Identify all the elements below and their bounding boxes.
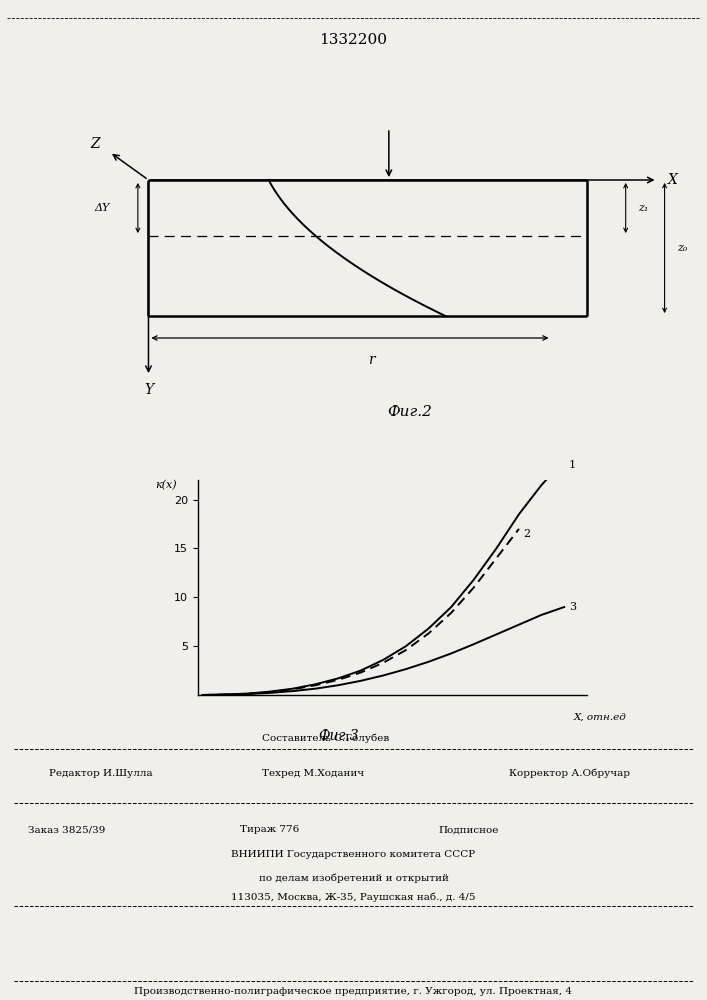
- Text: z₁: z₁: [638, 203, 649, 213]
- Text: 1: 1: [568, 460, 575, 470]
- Text: по делам изобретений и открытий: по делам изобретений и открытий: [259, 874, 448, 883]
- Text: Фиг.3: Фиг.3: [318, 729, 358, 743]
- Text: Y: Y: [144, 383, 153, 397]
- Text: Составитель С.Голубев: Составитель С.Голубев: [262, 733, 389, 743]
- Text: 113035, Москва, Ж-35, Раушская наб., д. 4/5: 113035, Москва, Ж-35, Раушская наб., д. …: [231, 893, 476, 902]
- Text: X, отн.ед: X, отн.ед: [574, 713, 627, 722]
- Text: ВНИИПИ Государственного комитета СССР: ВНИИПИ Государственного комитета СССР: [231, 850, 476, 859]
- Text: r: r: [368, 353, 375, 367]
- Text: Фиг.2: Фиг.2: [387, 405, 433, 419]
- Text: X: X: [668, 173, 678, 187]
- Text: z₀: z₀: [677, 243, 688, 253]
- Text: к(х): к(х): [156, 479, 177, 490]
- Text: Производственно-полиграфическое предприятие, г. Ужгород, ул. Проектная, 4: Производственно-полиграфическое предприя…: [134, 987, 573, 996]
- Text: Тираж 776: Тираж 776: [240, 825, 300, 834]
- Text: Техред М.Ходанич: Техред М.Ходанич: [262, 769, 363, 778]
- Text: ΔY: ΔY: [95, 203, 110, 213]
- Text: 1332200: 1332200: [320, 33, 387, 47]
- Text: Z: Z: [90, 137, 100, 151]
- Text: Корректор А.Обручар: Корректор А.Обручар: [509, 768, 630, 778]
- Text: 3: 3: [568, 602, 575, 612]
- Text: Редактор И.Шулла: Редактор И.Шулла: [49, 769, 153, 778]
- Text: Заказ 3825/39: Заказ 3825/39: [28, 825, 105, 834]
- Text: Подписное: Подписное: [438, 825, 498, 834]
- Text: 2: 2: [523, 529, 531, 539]
